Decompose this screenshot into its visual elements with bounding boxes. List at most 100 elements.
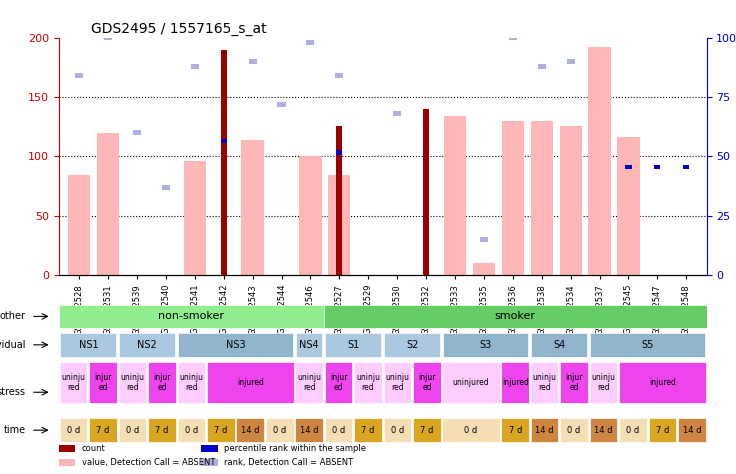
Text: non-smoker: non-smoker (158, 311, 224, 321)
Text: time: time (4, 425, 26, 435)
Bar (300, 156, 322, 275)
Text: injur
ed: injur ed (418, 373, 436, 392)
Bar (590, 419, 618, 442)
Text: uninju
red: uninju red (386, 373, 409, 392)
Bar (443, 333, 528, 356)
Bar (501, 419, 529, 442)
Bar (60, 333, 116, 356)
Bar (626, 165, 631, 170)
Bar (567, 59, 575, 64)
Bar (89, 363, 117, 403)
Bar (422, 31, 430, 36)
Bar (177, 363, 205, 403)
Text: 14 d: 14 d (535, 426, 554, 435)
Text: injur
ed: injur ed (153, 373, 171, 392)
Bar (619, 419, 647, 442)
Bar (538, 64, 546, 69)
Text: percentile rank within the sample: percentile rank within the sample (224, 444, 366, 453)
Bar (325, 333, 381, 356)
Bar (221, 138, 227, 143)
Bar (119, 333, 175, 356)
Bar (531, 333, 587, 356)
Bar (75, 73, 83, 78)
Text: smoker: smoker (495, 311, 536, 321)
Text: uninju
red: uninju red (180, 373, 203, 392)
Bar (442, 363, 500, 403)
Text: 0 d: 0 d (185, 426, 198, 435)
Text: count: count (82, 444, 105, 453)
Bar (590, 363, 618, 403)
Bar (325, 363, 353, 403)
Bar (444, 116, 466, 275)
Text: individual: individual (0, 340, 26, 350)
Bar (191, 64, 199, 69)
Text: S5: S5 (642, 340, 654, 350)
Bar (202, 459, 218, 466)
Text: 7 d: 7 d (214, 426, 227, 435)
Bar (207, 363, 294, 403)
Bar (442, 419, 500, 442)
Bar (295, 363, 323, 403)
Text: uninju
red: uninju red (121, 373, 144, 392)
Text: uninju
red: uninju red (592, 373, 615, 392)
Text: injur
ed: injur ed (94, 373, 112, 392)
Text: 7 d: 7 d (509, 426, 522, 435)
Bar (560, 419, 588, 442)
Text: injured: injured (237, 378, 263, 387)
Bar (60, 363, 88, 403)
Bar (589, 47, 611, 275)
Text: value, Detection Call = ABSENT: value, Detection Call = ABSENT (82, 458, 215, 467)
Bar (618, 137, 640, 275)
Bar (336, 73, 344, 78)
Bar (502, 121, 524, 275)
Text: injur
ed: injur ed (330, 373, 347, 392)
Bar (328, 175, 350, 275)
Bar (354, 419, 382, 442)
Bar (277, 102, 286, 107)
Text: injured: injured (502, 378, 528, 387)
Bar (325, 419, 353, 442)
Text: 0 d: 0 d (391, 426, 404, 435)
Bar (207, 419, 235, 442)
Bar (236, 419, 264, 442)
Text: 0 d: 0 d (126, 426, 139, 435)
Bar (296, 333, 322, 356)
Bar (559, 126, 581, 275)
Bar (393, 111, 401, 116)
Text: uninju
red: uninju red (533, 373, 556, 392)
Bar (595, 26, 604, 31)
Text: NS4: NS4 (300, 340, 319, 350)
Text: injured: injured (649, 378, 676, 387)
Bar (560, 363, 588, 403)
Text: uninju
red: uninju red (297, 373, 321, 392)
Bar (118, 419, 146, 442)
Bar (60, 419, 88, 442)
Bar (59, 305, 324, 328)
Bar (118, 363, 146, 403)
Bar (148, 363, 176, 403)
Bar (178, 333, 293, 356)
Bar (177, 419, 205, 442)
Bar (531, 419, 559, 442)
Bar (336, 151, 342, 155)
Text: uninju
red: uninju red (356, 373, 380, 392)
Bar (413, 419, 441, 442)
Bar (336, 126, 342, 275)
Text: 0 d: 0 d (273, 426, 286, 435)
Bar (383, 363, 411, 403)
Text: uninjured: uninjured (453, 378, 489, 387)
Text: 0 d: 0 d (567, 426, 581, 435)
Bar (202, 445, 218, 452)
Text: uninju
red: uninju red (62, 373, 85, 392)
Bar (501, 363, 529, 403)
Bar (509, 36, 517, 40)
Bar (221, 50, 227, 275)
Bar (162, 185, 170, 190)
Bar (241, 140, 263, 275)
Bar (266, 419, 294, 442)
Bar (423, 109, 429, 275)
Text: 0 d: 0 d (626, 426, 640, 435)
Text: S4: S4 (553, 340, 565, 350)
Bar (619, 363, 706, 403)
Bar (219, 5, 227, 9)
